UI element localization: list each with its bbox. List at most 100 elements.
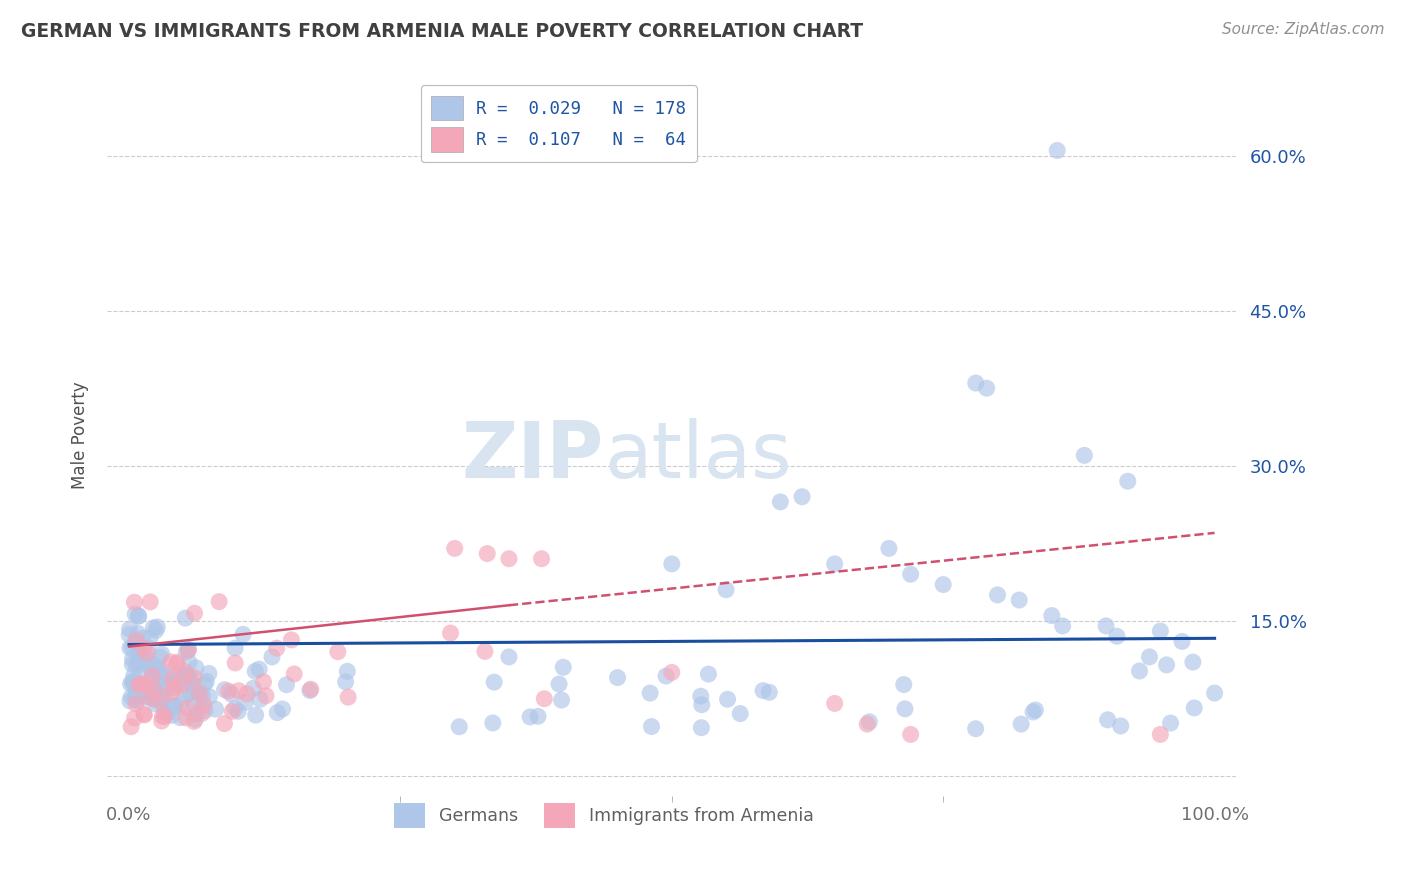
Point xyxy=(134,677,156,691)
Point xyxy=(174,688,197,702)
Point xyxy=(163,681,186,696)
Point xyxy=(163,680,186,694)
Point xyxy=(124,607,146,622)
Point xyxy=(530,551,553,566)
Point xyxy=(162,672,184,686)
Point xyxy=(160,708,183,723)
Point xyxy=(169,672,191,686)
Point xyxy=(254,689,277,703)
Point xyxy=(443,541,465,556)
Point xyxy=(129,664,152,678)
Point xyxy=(177,655,200,669)
Point xyxy=(152,691,174,706)
Point xyxy=(1008,593,1031,607)
Point xyxy=(121,657,143,672)
Point xyxy=(166,657,188,671)
Point xyxy=(1109,719,1132,733)
Point xyxy=(120,720,142,734)
Point xyxy=(245,708,267,723)
Point xyxy=(141,687,163,701)
Point xyxy=(655,669,678,683)
Point xyxy=(1052,619,1074,633)
Point xyxy=(174,668,197,682)
Point xyxy=(153,681,176,695)
Point xyxy=(149,650,172,665)
Point xyxy=(139,630,162,644)
Point xyxy=(252,674,274,689)
Point xyxy=(149,694,172,708)
Point xyxy=(336,665,359,679)
Point xyxy=(128,682,150,697)
Point xyxy=(162,677,184,691)
Point xyxy=(640,720,662,734)
Point xyxy=(1149,727,1171,741)
Point xyxy=(170,696,193,710)
Point xyxy=(790,490,813,504)
Point xyxy=(191,689,214,703)
Point xyxy=(606,671,628,685)
Point xyxy=(176,645,198,659)
Point xyxy=(128,678,150,692)
Point xyxy=(184,706,207,721)
Point xyxy=(146,662,169,676)
Point xyxy=(224,656,246,670)
Point xyxy=(474,644,496,658)
Point xyxy=(159,655,181,669)
Point xyxy=(228,683,250,698)
Point xyxy=(965,722,987,736)
Point xyxy=(150,664,173,678)
Point xyxy=(224,701,246,715)
Point xyxy=(167,666,190,681)
Point xyxy=(183,671,205,685)
Point xyxy=(208,594,231,608)
Point xyxy=(143,682,166,697)
Point xyxy=(132,707,155,722)
Point xyxy=(176,672,198,686)
Point xyxy=(1182,701,1205,715)
Point xyxy=(125,693,148,707)
Point xyxy=(156,706,179,720)
Point xyxy=(533,691,555,706)
Point xyxy=(155,671,177,685)
Point xyxy=(167,675,190,690)
Point xyxy=(214,716,236,731)
Point xyxy=(1156,657,1178,672)
Point xyxy=(224,641,246,656)
Point xyxy=(900,567,922,582)
Point xyxy=(769,495,792,509)
Point xyxy=(218,684,240,698)
Point xyxy=(174,665,197,679)
Point xyxy=(143,663,166,677)
Point xyxy=(481,715,503,730)
Point xyxy=(1010,717,1032,731)
Point xyxy=(449,720,471,734)
Point xyxy=(125,697,148,711)
Point xyxy=(118,622,141,636)
Point xyxy=(124,675,146,690)
Point xyxy=(477,547,499,561)
Point xyxy=(127,626,149,640)
Point xyxy=(661,557,683,571)
Point xyxy=(152,669,174,683)
Point xyxy=(638,686,661,700)
Point xyxy=(153,704,176,718)
Point xyxy=(689,690,711,704)
Point xyxy=(125,633,148,648)
Point xyxy=(118,694,141,708)
Text: GERMAN VS IMMIGRANTS FROM ARMENIA MALE POVERTY CORRELATION CHART: GERMAN VS IMMIGRANTS FROM ARMENIA MALE P… xyxy=(21,22,863,41)
Point xyxy=(1128,664,1150,678)
Point xyxy=(124,595,146,609)
Point xyxy=(145,624,167,638)
Legend: Germans, Immigrants from Armenia: Germans, Immigrants from Armenia xyxy=(387,797,821,835)
Point xyxy=(900,727,922,741)
Point xyxy=(758,685,780,699)
Point xyxy=(439,626,461,640)
Point xyxy=(136,640,159,655)
Point xyxy=(177,642,200,657)
Point xyxy=(1149,624,1171,638)
Point xyxy=(174,611,197,625)
Point xyxy=(194,704,217,718)
Point xyxy=(188,686,211,700)
Point xyxy=(188,687,211,701)
Point xyxy=(1181,655,1204,669)
